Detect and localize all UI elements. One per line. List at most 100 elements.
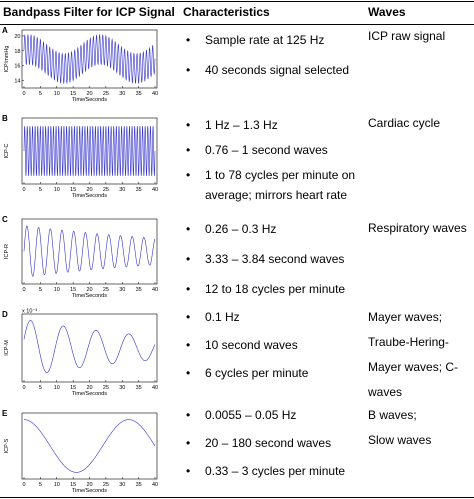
characteristic: 0.1 Hz bbox=[205, 310, 240, 324]
x-tick-label: 20 bbox=[86, 287, 92, 293]
x-tick-label: 30 bbox=[119, 482, 125, 488]
wave-type: Slow waves bbox=[368, 433, 432, 447]
characteristic: Sample rate at 125 Hz bbox=[205, 33, 325, 47]
bullet: • bbox=[186, 33, 191, 47]
x-tick-label: 40 bbox=[152, 385, 158, 391]
characteristic: 0.76 – 1 second waves bbox=[205, 143, 328, 157]
bullet: • bbox=[186, 338, 191, 352]
x-tick-label: 35 bbox=[136, 482, 142, 488]
bullet: • bbox=[186, 310, 191, 324]
characteristic: 20 – 180 second waves bbox=[205, 436, 332, 450]
x-tick-label: 0 bbox=[22, 187, 25, 193]
x-tick-label: 5 bbox=[39, 482, 42, 488]
panel-letter: B bbox=[2, 114, 8, 123]
header-cell: Characteristics bbox=[183, 5, 270, 19]
y-tick-label: 20 bbox=[14, 34, 20, 40]
x-tick-label: 10 bbox=[54, 187, 60, 193]
x-tick-label: 15 bbox=[70, 91, 76, 97]
y-axis-label: ICP-R bbox=[4, 244, 10, 259]
wave-type: Respiratory waves bbox=[368, 221, 467, 235]
characteristic: 6 cycles per minute bbox=[205, 366, 309, 380]
bullet: • bbox=[186, 436, 191, 450]
header-cell: Bandpass Filter for ICP Signal bbox=[3, 5, 175, 19]
x-tick-label: 5 bbox=[39, 287, 42, 293]
x-tick-label: 30 bbox=[119, 91, 125, 97]
x-tick-label: 25 bbox=[103, 287, 109, 293]
x-tick-label: 0 bbox=[22, 385, 25, 391]
x-tick-label: 35 bbox=[136, 385, 142, 391]
panel-letter: A bbox=[2, 26, 8, 35]
x-tick-label: 40 bbox=[152, 187, 158, 193]
x-tick-label: 40 bbox=[152, 91, 158, 97]
panel-letter: E bbox=[2, 409, 8, 418]
x-tick-label: 35 bbox=[136, 187, 142, 193]
bullet: • bbox=[186, 63, 191, 77]
y-tick-label: 14 bbox=[14, 79, 20, 85]
bullet: • bbox=[186, 222, 191, 236]
axis-scale: x 10⁻³ bbox=[22, 309, 37, 315]
wave-type: Traube-Hering- bbox=[368, 335, 449, 349]
x-axis-label: Time/Seconds bbox=[72, 97, 107, 103]
characteristic: 10 second waves bbox=[205, 338, 298, 352]
x-tick-label: 10 bbox=[54, 482, 60, 488]
x-tick-label: 25 bbox=[103, 482, 109, 488]
y-axis-label: ICP/mmHg bbox=[4, 46, 10, 73]
wave-type: Mayer waves; bbox=[368, 310, 443, 324]
characteristic: 12 to 18 cycles per minute bbox=[205, 282, 346, 296]
x-tick-label: 25 bbox=[103, 187, 109, 193]
wave-type: waves bbox=[368, 385, 403, 399]
x-tick-label: 40 bbox=[152, 482, 158, 488]
waveform bbox=[23, 33, 156, 85]
x-tick-label: 0 bbox=[22, 91, 25, 97]
x-tick-label: 35 bbox=[136, 91, 142, 97]
panel-letter: C bbox=[2, 215, 8, 224]
wave-type: Cardiac cycle bbox=[368, 116, 441, 130]
characteristic: 1 to 78 cycles per minute on average; mi… bbox=[205, 168, 356, 202]
x-axis-label: Time/Seconds bbox=[72, 293, 107, 299]
y-axis-label: ICP-M bbox=[4, 340, 10, 356]
characteristic: 1 Hz – 1.3 Hz bbox=[205, 118, 278, 132]
x-tick-label: 25 bbox=[103, 385, 109, 391]
x-tick-label: 30 bbox=[119, 287, 125, 293]
characteristic: 0.33 – 3 cycles per minute bbox=[205, 464, 346, 478]
x-tick-label: 0 bbox=[22, 287, 25, 293]
bullet: • bbox=[186, 464, 191, 478]
x-tick-label: 25 bbox=[103, 91, 109, 97]
x-axis-label: Time/Seconds bbox=[72, 488, 107, 494]
bullet: • bbox=[186, 282, 191, 296]
y-tick-label: 16 bbox=[14, 64, 20, 70]
y-axis-label: ICP-S bbox=[4, 438, 10, 453]
characteristic: 0.0055 – 0.05 Hz bbox=[205, 408, 297, 422]
y-axis-label: ICP-C bbox=[4, 143, 10, 158]
waveform bbox=[24, 419, 156, 473]
bullet: • bbox=[186, 366, 191, 380]
x-tick-label: 15 bbox=[70, 187, 76, 193]
x-tick-label: 10 bbox=[54, 91, 60, 97]
x-tick-label: 15 bbox=[70, 482, 76, 488]
x-tick-label: 20 bbox=[86, 385, 92, 391]
bullet: • bbox=[186, 252, 191, 266]
x-tick-label: 15 bbox=[70, 287, 76, 293]
bullet: • bbox=[186, 408, 191, 422]
header-cell: Waves bbox=[368, 5, 406, 19]
characteristic: 40 seconds signal selected bbox=[205, 63, 350, 77]
panel-letter: D bbox=[2, 310, 8, 319]
y-tick-label: 18 bbox=[14, 49, 20, 55]
x-tick-label: 5 bbox=[39, 187, 42, 193]
x-tick-label: 35 bbox=[136, 287, 142, 293]
x-tick-label: 20 bbox=[86, 91, 92, 97]
x-tick-label: 30 bbox=[119, 187, 125, 193]
wave-type: Mayer waves; C- bbox=[368, 360, 459, 374]
bullet: • bbox=[186, 143, 191, 157]
characteristic: 3.33 – 3.84 second waves bbox=[205, 252, 345, 266]
x-axis-label: Time/Seconds bbox=[72, 193, 107, 199]
bullet: • bbox=[186, 118, 191, 132]
characteristic: 0.26 – 0.3 Hz bbox=[205, 222, 277, 236]
chart-frame bbox=[21, 218, 158, 285]
bullet: • bbox=[186, 168, 191, 182]
x-tick-label: 15 bbox=[70, 385, 76, 391]
x-tick-label: 20 bbox=[86, 482, 92, 488]
waveform bbox=[23, 225, 156, 277]
